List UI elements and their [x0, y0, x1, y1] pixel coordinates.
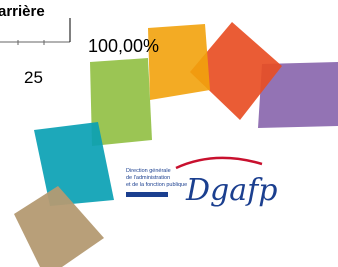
- logo-band: [126, 192, 168, 197]
- logo-line: et de la fonction publique: [126, 182, 187, 188]
- percent-value: 100,00%: [88, 36, 159, 56]
- table-cell: 25: [24, 68, 43, 87]
- page-body: arrière 25 100,00% Direction générale de…: [0, 0, 338, 267]
- logo-line: de l'administration: [126, 175, 170, 181]
- logo-acronym: Dgafp: [185, 173, 277, 208]
- slide: arrière 25 100,00% Direction générale de…: [0, 0, 338, 267]
- logo-line: Direction générale: [126, 168, 171, 174]
- decor-squares: [14, 22, 338, 267]
- title-fragment: arrière: [0, 3, 45, 20]
- logo: Direction générale de l'administration e…: [120, 150, 338, 212]
- page: Slide fragment {"header": {"title_fragme…: [0, 0, 338, 267]
